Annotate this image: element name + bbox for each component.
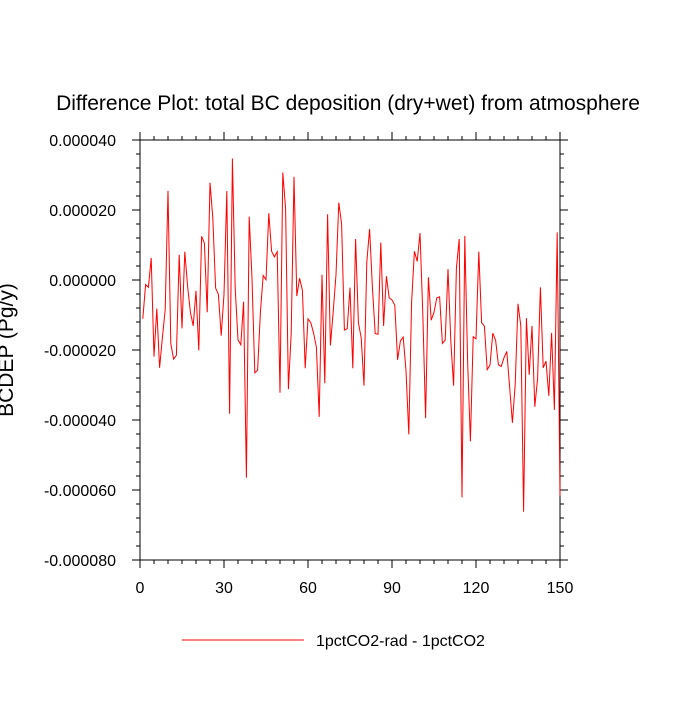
x-tick-label: 30 — [215, 580, 233, 597]
x-tick-label: 150 — [547, 580, 574, 597]
y-tick-label: -0.000020 — [44, 343, 116, 360]
y-tick-label: -0.000040 — [44, 413, 116, 430]
y-tick-label: 0.000040 — [49, 133, 116, 150]
x-tick-label: 120 — [463, 580, 490, 597]
chart-title: Difference Plot: total BC deposition (dr… — [56, 92, 640, 115]
legend-label-series-0: 1pctCO2-rad - 1pctCO2 — [316, 633, 485, 650]
legend: 1pctCO2-rad - 1pctCO2 — [182, 633, 485, 650]
y-tick-label: -0.000060 — [44, 483, 116, 500]
series-line-0 — [142, 158, 561, 512]
series-lines — [142, 158, 561, 512]
y-tick-label: 0.000000 — [49, 273, 116, 290]
tick-marks — [132, 132, 568, 568]
x-tick-label: 60 — [299, 580, 317, 597]
x-tick-label: 0 — [136, 580, 145, 597]
y-tick-label: -0.000080 — [44, 553, 116, 570]
x-tick-label: 90 — [383, 580, 401, 597]
y-tick-labels: -0.000080 -0.000060 -0.000040 -0.000020 0.00… — [44, 133, 116, 570]
y-axis-title: BCDEP (Pg/y) — [0, 283, 18, 417]
y-tick-label: 0.000020 — [49, 203, 116, 220]
x-tick-labels: 0 30 60 90 120 150 — [136, 580, 574, 597]
